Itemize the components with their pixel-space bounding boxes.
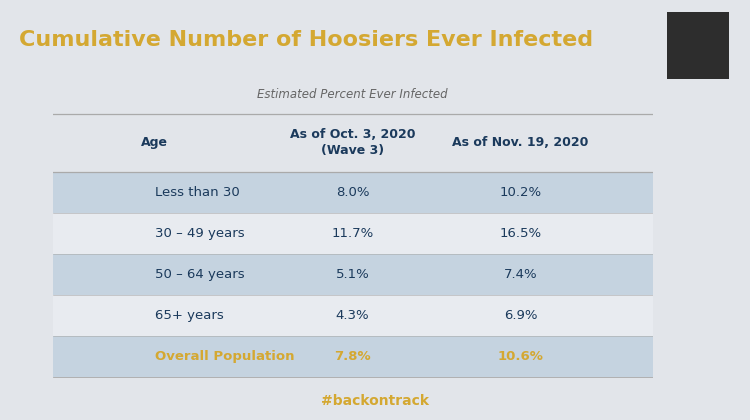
Text: 7.8%: 7.8% <box>334 350 370 363</box>
Text: 5.1%: 5.1% <box>336 268 370 281</box>
Text: Age: Age <box>141 136 168 150</box>
Text: 8.0%: 8.0% <box>336 186 369 199</box>
Text: 16.5%: 16.5% <box>500 227 542 240</box>
Text: Estimated Percent Ever Infected: Estimated Percent Ever Infected <box>257 88 448 101</box>
Text: As of Nov. 19, 2020: As of Nov. 19, 2020 <box>452 136 589 150</box>
Text: 7.4%: 7.4% <box>504 268 537 281</box>
Text: Less than 30: Less than 30 <box>154 186 239 199</box>
Bar <box>53 254 652 295</box>
Bar <box>53 336 652 377</box>
Text: 50 – 64 years: 50 – 64 years <box>154 268 244 281</box>
Text: Overall Population: Overall Population <box>154 350 294 363</box>
Text: 30 – 49 years: 30 – 49 years <box>154 227 244 240</box>
Text: 11.7%: 11.7% <box>332 227 374 240</box>
Text: Cumulative Number of Hoosiers Ever Infected: Cumulative Number of Hoosiers Ever Infec… <box>19 30 592 50</box>
Bar <box>668 12 729 79</box>
Text: As of Oct. 3, 2020
(Wave 3): As of Oct. 3, 2020 (Wave 3) <box>290 129 416 158</box>
Text: 10.6%: 10.6% <box>497 350 544 363</box>
Text: 10.2%: 10.2% <box>500 186 542 199</box>
Bar <box>53 295 652 336</box>
Text: #backontrack: #backontrack <box>321 394 429 408</box>
Text: 65+ years: 65+ years <box>154 309 224 322</box>
Bar <box>53 172 652 213</box>
Text: 6.9%: 6.9% <box>504 309 537 322</box>
Text: 4.3%: 4.3% <box>336 309 369 322</box>
Bar <box>53 213 652 254</box>
